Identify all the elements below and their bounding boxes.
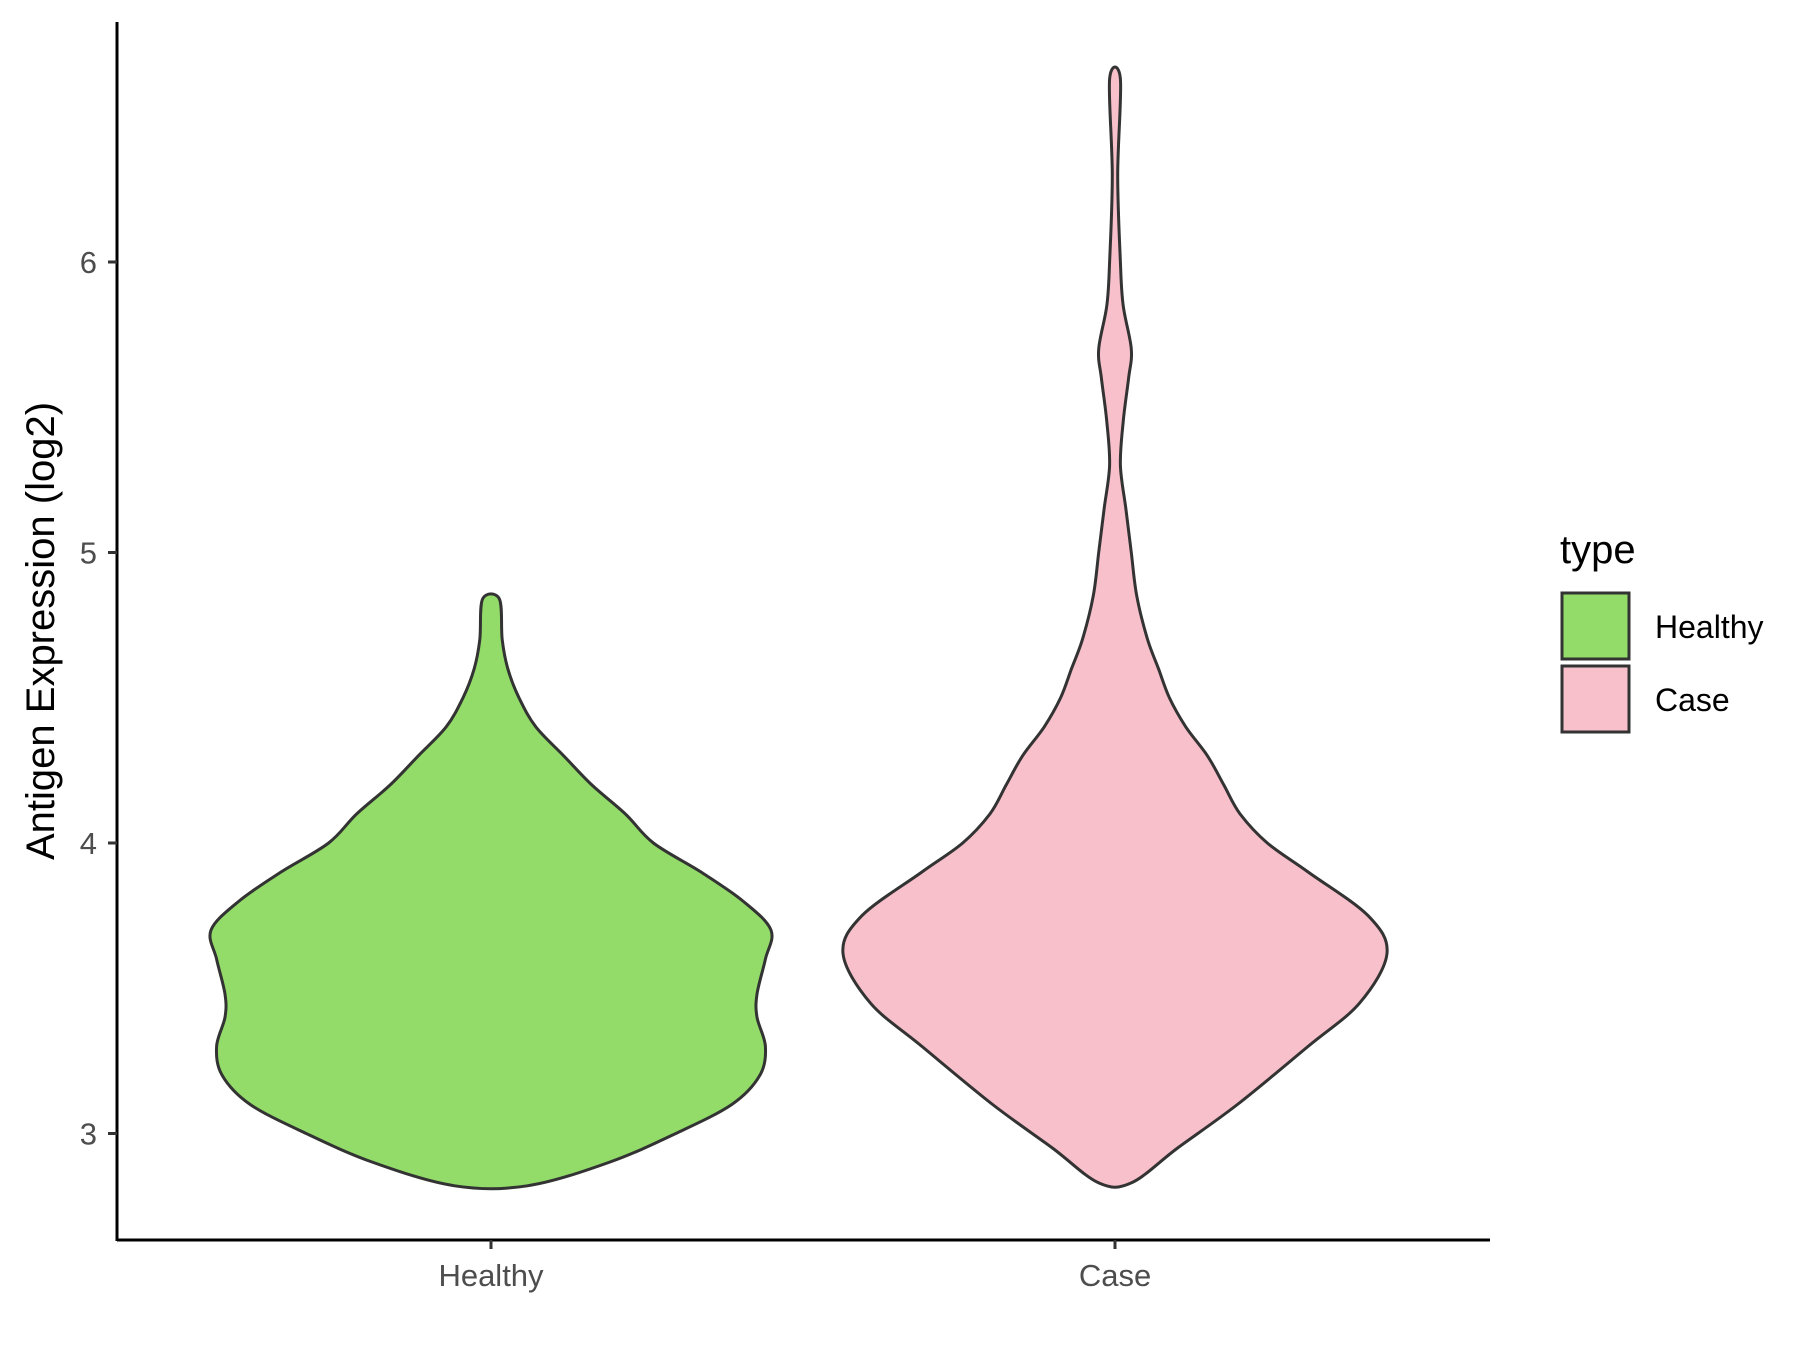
y-tick-label: 3 <box>80 1117 97 1152</box>
y-tick-label: 4 <box>80 826 97 861</box>
y-tick-label: 5 <box>80 536 97 571</box>
legend-swatch-case <box>1560 664 1631 734</box>
violin-layer <box>208 65 1389 1191</box>
x-tick-label: Case <box>1079 1258 1151 1293</box>
legend-label-case: Case <box>1655 682 1730 718</box>
legend-label-healthy: Healthy <box>1655 609 1764 645</box>
legend-title: type <box>1560 528 1636 572</box>
y-axis-ticks: 3 4 5 6 <box>80 245 117 1152</box>
x-axis-ticks: Healthy Case <box>438 1240 1151 1293</box>
violin-case <box>841 65 1389 1189</box>
y-axis-title: Antigen Expression (log2) <box>19 402 63 860</box>
violin-healthy <box>208 592 774 1191</box>
legend-swatch-healthy <box>1560 591 1631 661</box>
x-tick-label: Healthy <box>438 1258 544 1293</box>
legend: type Healthy Case <box>1560 528 1764 734</box>
y-tick-label: 6 <box>80 245 97 280</box>
